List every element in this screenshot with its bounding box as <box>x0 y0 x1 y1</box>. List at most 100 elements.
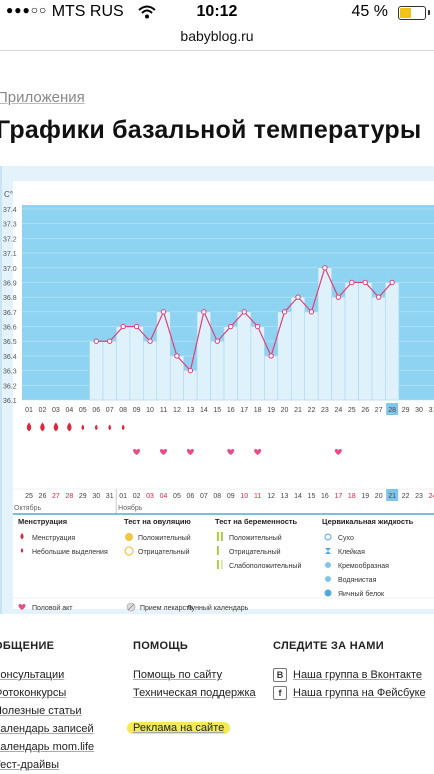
day-label: 26 <box>361 407 369 414</box>
y-tick-label: 37.0 <box>3 266 17 273</box>
pill-icon-line <box>127 603 135 611</box>
calendar-date-label: 05 <box>173 493 181 500</box>
legend-heart-icon <box>18 603 26 610</box>
temp-point <box>254 323 261 330</box>
y-tick-label: 37.1 <box>3 251 17 258</box>
legend-item-label: Прием лекарств <box>140 605 193 612</box>
temp-bar <box>371 296 386 401</box>
y-tick-label: 36.3 <box>3 369 17 376</box>
temp-point <box>147 338 153 344</box>
temp-bar <box>183 370 198 401</box>
calendar-date-label: 13 <box>281 493 289 500</box>
day-label: 01 <box>25 407 33 414</box>
footer-link-support[interactable]: Техническая поддержка <box>133 687 256 699</box>
clock: 10:12 <box>196 3 238 20</box>
calendar-date-label: 30 <box>92 493 100 500</box>
day-label: 05 <box>79 407 87 414</box>
signal-icon: ●●●○○ <box>6 3 48 17</box>
day-label: 17 <box>240 407 248 414</box>
legend-item-label: Положительный <box>229 534 282 542</box>
footer-link-consultations[interactable]: Консультации <box>0 669 65 681</box>
url-text: babyblog.ru <box>180 28 254 44</box>
legend-item-label: Небольшие выделения <box>32 548 108 556</box>
calendar-date-label: 26 <box>39 493 47 500</box>
footer-link-momlife[interactable]: Календарь mom.life <box>0 741 95 753</box>
calendar-date-label: 06 <box>187 493 195 500</box>
day-label: 30 <box>415 407 423 414</box>
cervical-icon <box>324 589 332 597</box>
day-label: 31 <box>429 407 434 414</box>
cervical-icon <box>324 533 332 541</box>
day-label: 14 <box>200 407 208 414</box>
highlight-day-box <box>386 403 399 415</box>
legend-title-menstruation: Менструация <box>18 517 67 526</box>
temp-bar <box>156 311 171 401</box>
day-label: 21 <box>294 407 302 414</box>
day-label: 22 <box>308 407 316 414</box>
temp-point <box>389 279 395 286</box>
temp-point <box>308 309 315 315</box>
footer-col-follow: СЛЕДИТЕ ЗА НАМИ В Наша группа в Вконтакте… <box>273 640 426 702</box>
calendar-date-label: 08 <box>213 493 221 500</box>
footer-link-test-drives[interactable]: Тест-драйвы <box>0 759 59 771</box>
breadcrumb[interactable]: Приложения <box>0 89 85 106</box>
page-title: Графики базальной температуры <box>0 116 422 144</box>
battery-cap <box>428 10 430 15</box>
temp-point <box>268 353 274 359</box>
footer-link-articles[interactable]: Полезные статьи <box>0 705 82 717</box>
day-label: 28 <box>388 407 396 414</box>
temp-bar <box>210 340 225 401</box>
calendar-date-label: 25 <box>25 493 33 500</box>
legend-item-label: Слабоположительный <box>229 562 301 570</box>
footer-link-ads[interactable]: Реклама на сайте <box>127 719 256 737</box>
legend-item-label: Сухо <box>338 535 354 542</box>
footer-link-help[interactable]: Помощь по сайту <box>133 669 223 681</box>
day-label: 07 <box>106 407 114 414</box>
calendar-date-label: 01 <box>119 493 127 500</box>
temp-point <box>187 367 194 374</box>
calendar-date-label: 29 <box>79 493 87 500</box>
footer-link-vkontakte[interactable]: В Наша группа в Вконтакте <box>273 666 426 684</box>
temp-point <box>335 294 342 300</box>
temp-point <box>174 353 180 359</box>
menstruation-drop-icon <box>40 422 45 432</box>
pregnancy-test-icon <box>221 560 223 569</box>
legend-drop-icon <box>20 548 24 553</box>
intercourse-heart-icon <box>186 448 194 455</box>
temp-bar <box>331 296 346 401</box>
spotting-drop-icon <box>81 424 85 431</box>
menstruation-drop-icon <box>26 422 32 432</box>
footer-link-calendar[interactable]: Календарь записей <box>0 723 94 735</box>
temp-point <box>133 323 140 330</box>
legend-item-label: Отрицательный <box>229 548 281 556</box>
footer-link-photo-contests[interactable]: Фотоконкурсы <box>0 687 67 699</box>
legend-item-label: Половой акт <box>32 604 73 612</box>
cervical-icon <box>325 562 331 568</box>
calendar-date-label: 02 <box>133 493 141 500</box>
vk-icon: В <box>273 668 287 683</box>
y-tick-label: 36.9 <box>3 280 17 287</box>
day-label: 20 <box>281 407 289 414</box>
y-tick-label: 37.3 <box>3 222 17 229</box>
address-bar[interactable]: babyblog.ru <box>0 24 434 51</box>
calendar-date-label: 14 <box>294 493 302 500</box>
day-label: 10 <box>146 407 154 414</box>
calendar-date-label: 10 <box>240 493 248 500</box>
day-label: 27 <box>375 407 383 414</box>
temp-point <box>160 309 167 315</box>
day-label: 13 <box>187 407 195 414</box>
temp-bar <box>102 340 117 401</box>
footer-link-facebook[interactable]: f Наша группа на Фейсбуке <box>273 684 426 702</box>
temp-bar <box>89 340 104 401</box>
y-tick-label: 36.8 <box>3 295 17 302</box>
footer: ОБЩЕНИЕ Консультации Фотоконкурсы Полезн… <box>0 640 434 771</box>
temp-point <box>214 338 221 344</box>
y-tick-label: 36.7 <box>3 310 17 317</box>
temp-point <box>362 279 368 286</box>
y-tick-label: 36.4 <box>3 354 17 361</box>
cervical-icon <box>325 548 331 554</box>
calendar-date-label: 04 <box>160 493 168 500</box>
intercourse-heart-icon <box>334 448 342 455</box>
day-label: 24 <box>334 407 342 414</box>
footer-col-title: ПОМОЩЬ <box>133 640 189 652</box>
